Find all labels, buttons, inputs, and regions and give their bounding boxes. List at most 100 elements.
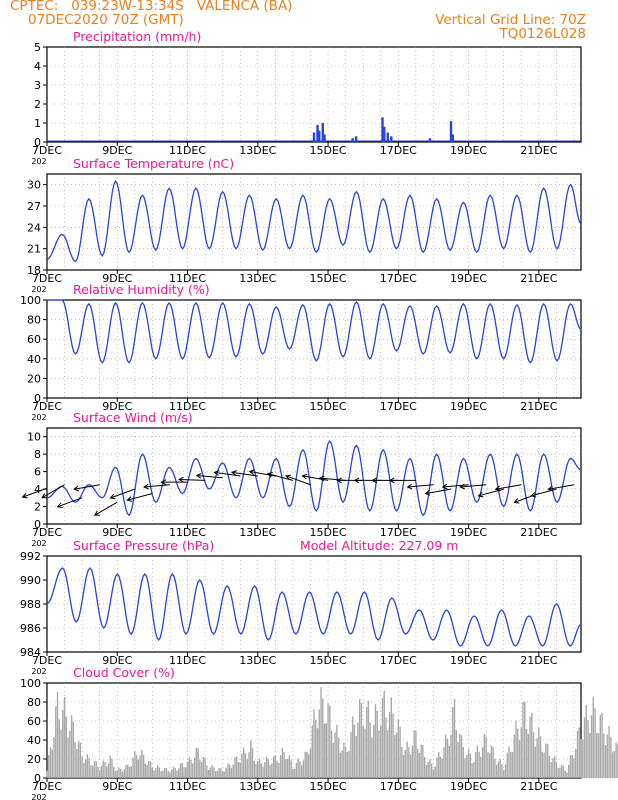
cloud-bar [95, 761, 97, 778]
cloud-bar [518, 740, 521, 778]
cloud-bar [186, 761, 189, 778]
cloud-bar [430, 763, 433, 778]
cloud-bar [517, 728, 519, 778]
x-tick-label: 19DEC [450, 272, 487, 285]
x-tick-label: 13DEC [239, 654, 276, 667]
cloud-bar [137, 759, 140, 778]
x-tick-label: 17DEC [380, 780, 417, 793]
cloud-bar [127, 764, 129, 778]
cloud-bar [65, 716, 68, 778]
cloud-bar [353, 724, 356, 778]
cloud-bar [532, 732, 535, 778]
cloud-bar [156, 765, 159, 778]
wind-vector [442, 484, 469, 488]
cloud-bar [597, 733, 600, 778]
cloud-bar [100, 765, 103, 778]
cloud-bar [206, 765, 208, 778]
cloud-bar [610, 737, 612, 778]
cloud-bar [213, 767, 215, 778]
wind-vector [22, 487, 48, 498]
cloud-bar [592, 696, 594, 778]
y-tick-label: 0 [34, 518, 41, 531]
panel-title: Surface Wind (m/s) [73, 410, 193, 425]
cloud-bar [311, 725, 313, 778]
cloud-bar [513, 734, 515, 778]
wind-vector [407, 484, 434, 488]
cloud-bar [267, 759, 270, 778]
cloud-bar [388, 711, 391, 778]
cloud-bar [237, 762, 240, 778]
cloud-bar [381, 697, 384, 778]
cloud-bar [587, 719, 589, 778]
cloud-bar [576, 730, 579, 778]
wind-arrowhead [371, 477, 377, 484]
cloud-bar [188, 756, 190, 778]
cloud-bar [239, 762, 241, 778]
cloud-bar [460, 735, 463, 778]
wind-line [46, 439, 582, 517]
wind-arrowhead [109, 493, 116, 500]
cloud-bar [163, 767, 166, 778]
cloud-bar [302, 760, 305, 778]
y-tick-label: 100 [20, 677, 41, 690]
y-tick-label: 40 [27, 353, 41, 366]
x-tick-label: 15DEC [309, 144, 346, 157]
cloud-bar [125, 765, 127, 778]
panel-cloud: 0 20 40 60 80 100 7DEC 9DEC 11DEC 13DEC 15DEC 17DEC… [20, 665, 618, 800]
cloud-bar [395, 732, 398, 778]
panel-title: Relative Humidity (%) [73, 282, 210, 297]
y-tick-label: 8 [34, 448, 41, 461]
cloud-bar [181, 762, 183, 778]
wind-arrowhead [388, 477, 395, 484]
y-tick-label: 990 [20, 574, 41, 587]
cloud-bar [223, 771, 226, 778]
wind-arrowhead [406, 483, 413, 490]
wind-vector [196, 474, 223, 479]
cloud-bar [455, 730, 457, 778]
precip-bar [428, 138, 432, 142]
x-tick-label: 11DEC [169, 780, 206, 793]
cloud-bar [453, 699, 456, 778]
cloud-bar [190, 759, 192, 778]
y-tick-label: 20 [27, 753, 41, 766]
cloud-bar [200, 761, 203, 778]
pressure-line [46, 566, 582, 647]
cloud-bar [546, 744, 549, 778]
wind-arrowhead [21, 493, 28, 499]
cloud-bar [292, 768, 294, 778]
wind-arrowhead [336, 477, 342, 484]
cloud-bar [343, 742, 345, 778]
cloud-bar [220, 768, 222, 778]
cloud-bar [411, 745, 414, 778]
cloud-bar [84, 759, 87, 778]
cloud-bar [199, 759, 201, 778]
cloud-bar [290, 760, 292, 778]
wind-vector [249, 470, 276, 477]
cloud-bar [351, 716, 354, 778]
cloud-bar [149, 761, 152, 778]
cloud-bar [387, 730, 389, 778]
cloud-bar [478, 751, 480, 778]
x-tick-label: 9DEC [102, 526, 132, 539]
cloud-bar [193, 757, 196, 778]
cloud-bar [446, 738, 449, 778]
y-tick-label: 4 [34, 60, 41, 73]
cloud-bar [362, 725, 364, 778]
cloud-bar [172, 766, 175, 778]
cloud-bar [510, 751, 512, 778]
wind-arrowhead [178, 476, 184, 483]
cloud-bar [601, 713, 603, 778]
cloud-bar [425, 764, 428, 778]
cloud-bar [364, 728, 366, 778]
cloud-bar [69, 730, 71, 778]
y-tick-label: 24 [27, 221, 41, 234]
cloud-bar [107, 763, 110, 778]
cloud-bar [555, 762, 558, 778]
cloud-bar [279, 755, 282, 778]
cloud-bar [524, 701, 526, 778]
wind-arrowhead [195, 473, 202, 479]
cloud-bar [582, 739, 584, 778]
cloud-bar [420, 744, 422, 778]
panel-frame [46, 299, 582, 399]
